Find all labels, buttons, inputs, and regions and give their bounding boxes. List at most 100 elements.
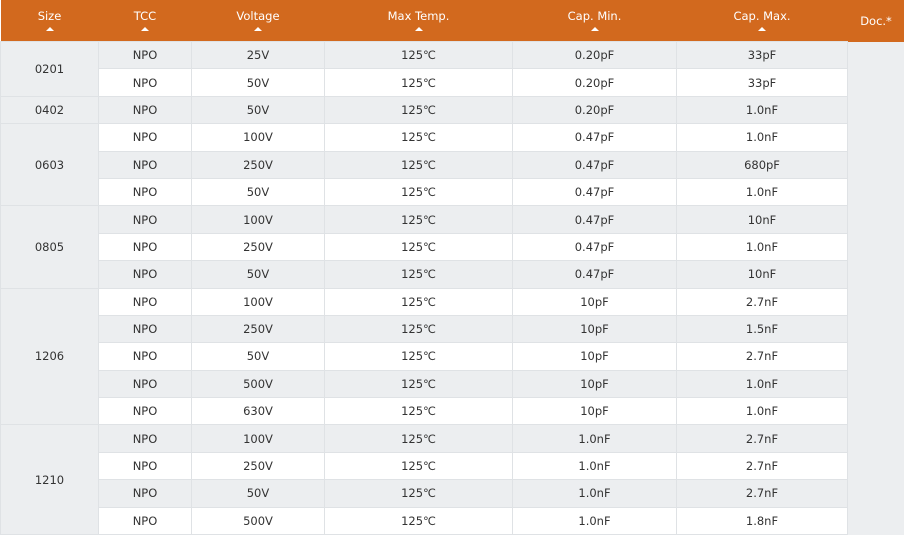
sort-arrow-icon[interactable] xyxy=(45,27,54,31)
max-temp-cell: 125℃ xyxy=(324,342,513,371)
column-header-label: Cap. Max. xyxy=(733,9,791,23)
voltage-cell: 50V xyxy=(191,95,325,125)
size-cell: 0201 xyxy=(0,41,99,97)
cap-min-cell: 0.20pF xyxy=(512,95,677,125)
table-row: 0805 NPO 100V 125℃ 0.47pF 10nF xyxy=(0,205,904,289)
table-row: NPO 50V 125℃ 10pF 2.7nF xyxy=(1,342,904,371)
table-row: NPO 630V 125℃ 10pF 1.0nF xyxy=(1,397,904,426)
cap-max-cell: 33pF xyxy=(676,40,848,70)
sort-arrow-icon[interactable] xyxy=(141,27,149,31)
cap-min-cell: 1.0nF xyxy=(512,506,677,536)
max-temp-cell: 125℃ xyxy=(324,150,513,179)
table-row: 0201 NPO 25V 125℃ 0.20pF 33pF xyxy=(0,40,904,535)
tcc-cell: NPO xyxy=(98,479,192,508)
sort-arrow-icon[interactable] xyxy=(254,27,262,31)
voltage-cell: 500V xyxy=(191,506,325,536)
cap-max-cell: 33pF xyxy=(676,68,848,97)
column-header-cap-max[interactable]: Cap. Max. xyxy=(676,0,848,42)
tcc-cell: NPO xyxy=(98,205,192,234)
table-row: NPO 250V 125℃ 0.47pF 680pF xyxy=(1,150,904,179)
column-header-doc: Doc.* xyxy=(847,0,904,42)
table-row: NPO 50V 125℃ 1.0nF 2.7nF xyxy=(1,479,904,508)
max-temp-cell: 125℃ xyxy=(324,424,513,453)
sort-arrow-icon[interactable] xyxy=(590,27,599,31)
max-temp-cell: 125℃ xyxy=(324,123,513,152)
cap-max-cell: 1.0nF xyxy=(676,369,848,399)
tcc-cell: NPO xyxy=(98,369,192,399)
max-temp-cell: 125℃ xyxy=(324,177,513,207)
sort-arrow-icon[interactable] xyxy=(758,27,766,31)
size-cell: 0805 xyxy=(0,205,99,289)
cap-max-cell: 1.0nF xyxy=(676,123,848,152)
cap-min-cell: 1.0nF xyxy=(512,424,677,453)
cap-min-cell: 10pF xyxy=(512,287,677,316)
column-header-voltage[interactable]: Voltage xyxy=(191,0,325,42)
cap-min-cell: 1.0nF xyxy=(512,479,677,508)
cap-max-cell: 2.7nF xyxy=(676,342,848,371)
column-header-tcc[interactable]: TCC xyxy=(98,0,192,42)
table-row: NPO 50V 125℃ 0.47pF 1.0nF xyxy=(1,177,904,207)
max-temp-cell: 125℃ xyxy=(324,260,513,289)
sort-arrow-icon[interactable] xyxy=(414,27,423,31)
voltage-cell: 250V xyxy=(191,314,325,344)
cap-max-cell: 1.0nF xyxy=(676,397,848,426)
tcc-cell: NPO xyxy=(98,506,192,536)
table-row: NPO 250V 125℃ 0.47pF 1.0nF xyxy=(1,232,904,262)
table-row: NPO 50V 125℃ 0.20pF 33pF xyxy=(1,68,904,97)
cap-max-cell: 10nF xyxy=(676,260,848,289)
max-temp-cell: 125℃ xyxy=(324,95,513,125)
cap-max-cell: 2.7nF xyxy=(676,287,848,316)
table-row: NPO 250V 125℃ 1.0nF 2.7nF xyxy=(1,451,904,481)
tcc-cell: NPO xyxy=(98,314,192,344)
max-temp-cell: 125℃ xyxy=(324,369,513,399)
voltage-cell: 50V xyxy=(191,68,325,97)
voltage-cell: 100V xyxy=(191,123,325,152)
voltage-cell: 500V xyxy=(191,369,325,399)
column-header-size[interactable]: Size xyxy=(0,0,99,42)
cap-min-cell: 0.47pF xyxy=(512,205,677,234)
voltage-cell: 630V xyxy=(191,397,325,426)
tcc-cell: NPO xyxy=(98,68,192,97)
cap-min-cell: 0.47pF xyxy=(512,260,677,289)
max-temp-cell: 125℃ xyxy=(324,397,513,426)
cap-min-cell: 0.47pF xyxy=(512,150,677,179)
cap-max-cell: 2.7nF xyxy=(676,424,848,453)
size-cell: 1206 xyxy=(0,287,99,426)
max-temp-cell: 125℃ xyxy=(324,506,513,536)
tcc-cell: NPO xyxy=(98,123,192,152)
voltage-cell: 100V xyxy=(191,287,325,316)
table-row: NPO 500V 125℃ 10pF 1.0nF xyxy=(1,369,904,399)
cap-min-cell: 0.47pF xyxy=(512,177,677,207)
size-cell: 1210 xyxy=(0,424,99,536)
max-temp-cell: 125℃ xyxy=(324,205,513,234)
column-header-label: Doc.* xyxy=(860,14,892,28)
column-header-label: TCC xyxy=(133,9,157,23)
tcc-cell: NPO xyxy=(98,40,192,70)
max-temp-cell: 125℃ xyxy=(324,314,513,344)
cap-max-cell: 10nF xyxy=(676,205,848,234)
tcc-cell: NPO xyxy=(98,424,192,453)
max-temp-cell: 125℃ xyxy=(324,68,513,97)
max-temp-cell: 125℃ xyxy=(324,287,513,316)
cap-min-cell: 10pF xyxy=(512,369,677,399)
tcc-cell: NPO xyxy=(98,451,192,481)
voltage-cell: 25V xyxy=(191,40,325,70)
cap-min-cell: 0.20pF xyxy=(512,40,677,70)
column-header-max-temp[interactable]: Max Temp. xyxy=(324,0,513,42)
cap-max-cell: 680pF xyxy=(676,150,848,179)
cap-min-cell: 0.20pF xyxy=(512,68,677,97)
size-cell: 0402 xyxy=(0,95,99,125)
table-header: Size TCC Voltage Max Temp. Cap. Min. Cap. Max… xyxy=(0,0,904,42)
cap-min-cell: 10pF xyxy=(512,342,677,371)
cap-min-cell: 1.0nF xyxy=(512,451,677,481)
voltage-cell: 50V xyxy=(191,342,325,371)
tcc-cell: NPO xyxy=(98,397,192,426)
table-row: NPO 500V 125℃ 1.0nF 1.8nF xyxy=(1,506,904,536)
cap-min-cell: 0.47pF xyxy=(512,232,677,262)
cap-max-cell: 1.8nF xyxy=(676,506,848,536)
table-row: NPO 50V 125℃ 0.47pF 10nF xyxy=(1,260,904,289)
column-header-cap-min[interactable]: Cap. Min. xyxy=(512,0,677,42)
tcc-cell: NPO xyxy=(98,95,192,125)
size-cell: 0603 xyxy=(0,123,99,207)
